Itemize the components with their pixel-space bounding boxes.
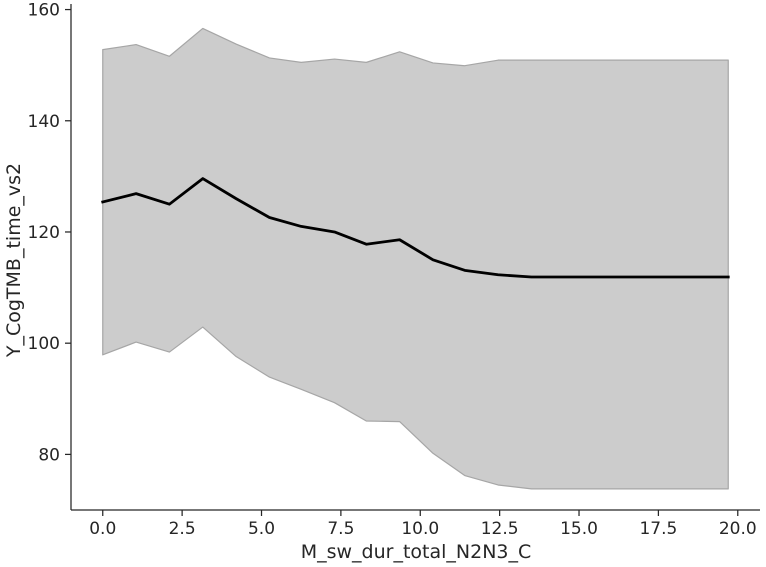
y-tick-label: 160 (28, 1, 60, 21)
x-tick-label: 7.5 (327, 519, 354, 539)
x-tick-label: 10.0 (401, 519, 439, 539)
x-tick-label: 17.5 (639, 519, 677, 539)
x-axis-label: M_sw_dur_total_N2N3_C (301, 541, 532, 563)
x-tick-label: 15.0 (560, 519, 598, 539)
series-line (101, 177, 730, 279)
y-axis-label: Y_CogTMB_time_vs2 (3, 163, 25, 358)
y-tick-label: 100 (28, 334, 60, 354)
y-tick-label: 120 (28, 223, 60, 243)
x-tick-label: 2.5 (169, 519, 196, 539)
confidence-band (102, 27, 729, 490)
y-axis-ticks: 80 100 120 140 160 (28, 1, 71, 465)
x-tick-label: 20.0 (719, 519, 757, 539)
mean-line (101, 177, 730, 279)
x-tick-label: 5.0 (248, 519, 275, 539)
confidence-band-area (102, 27, 729, 490)
x-tick-label: 12.5 (481, 519, 519, 539)
axes (70, 4, 760, 511)
x-tick-label: 0.0 (89, 519, 116, 539)
x-axis-ticks: 0.0 2.5 5.0 7.5 10.0 12.5 15.0 17.5 20.0 (89, 510, 757, 539)
y-tick-label: 80 (38, 445, 60, 465)
y-tick-label: 140 (28, 112, 60, 132)
